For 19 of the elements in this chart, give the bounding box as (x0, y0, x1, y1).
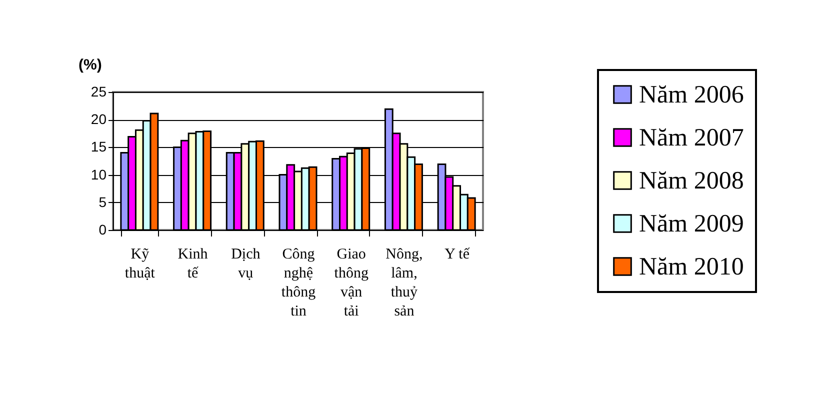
y-tick-label: 0 (98, 222, 107, 238)
y-axis-title: (%) (78, 56, 102, 74)
x-tick-label: Nông, lâm, thuỷ sản (386, 246, 423, 320)
legend-label: Năm 2010 (639, 254, 744, 280)
y-tick-label: 20 (90, 111, 107, 128)
x-tick-label: Kinh tế (178, 246, 208, 282)
x-tick-label: Kỹ thuật (124, 246, 156, 282)
legend-label: Năm 2009 (639, 210, 744, 238)
x-tick-label: Giao thông vận tải (334, 246, 369, 320)
y-tick-label: 5 (98, 194, 107, 210)
x-tick-label: Công nghệ thông tin (281, 246, 316, 320)
legend-label: Năm 2007 (639, 124, 744, 152)
y-tick-label: 10 (90, 166, 107, 182)
legend-label: Năm 2008 (639, 168, 744, 194)
y-tick-label: 15 (90, 138, 107, 155)
legend-label: Năm 2006 (639, 82, 744, 108)
x-tick-label: Dịch vụ (231, 246, 261, 282)
x-tick-label: Y tế (444, 246, 470, 262)
y-tick-label: 25 (90, 84, 107, 100)
